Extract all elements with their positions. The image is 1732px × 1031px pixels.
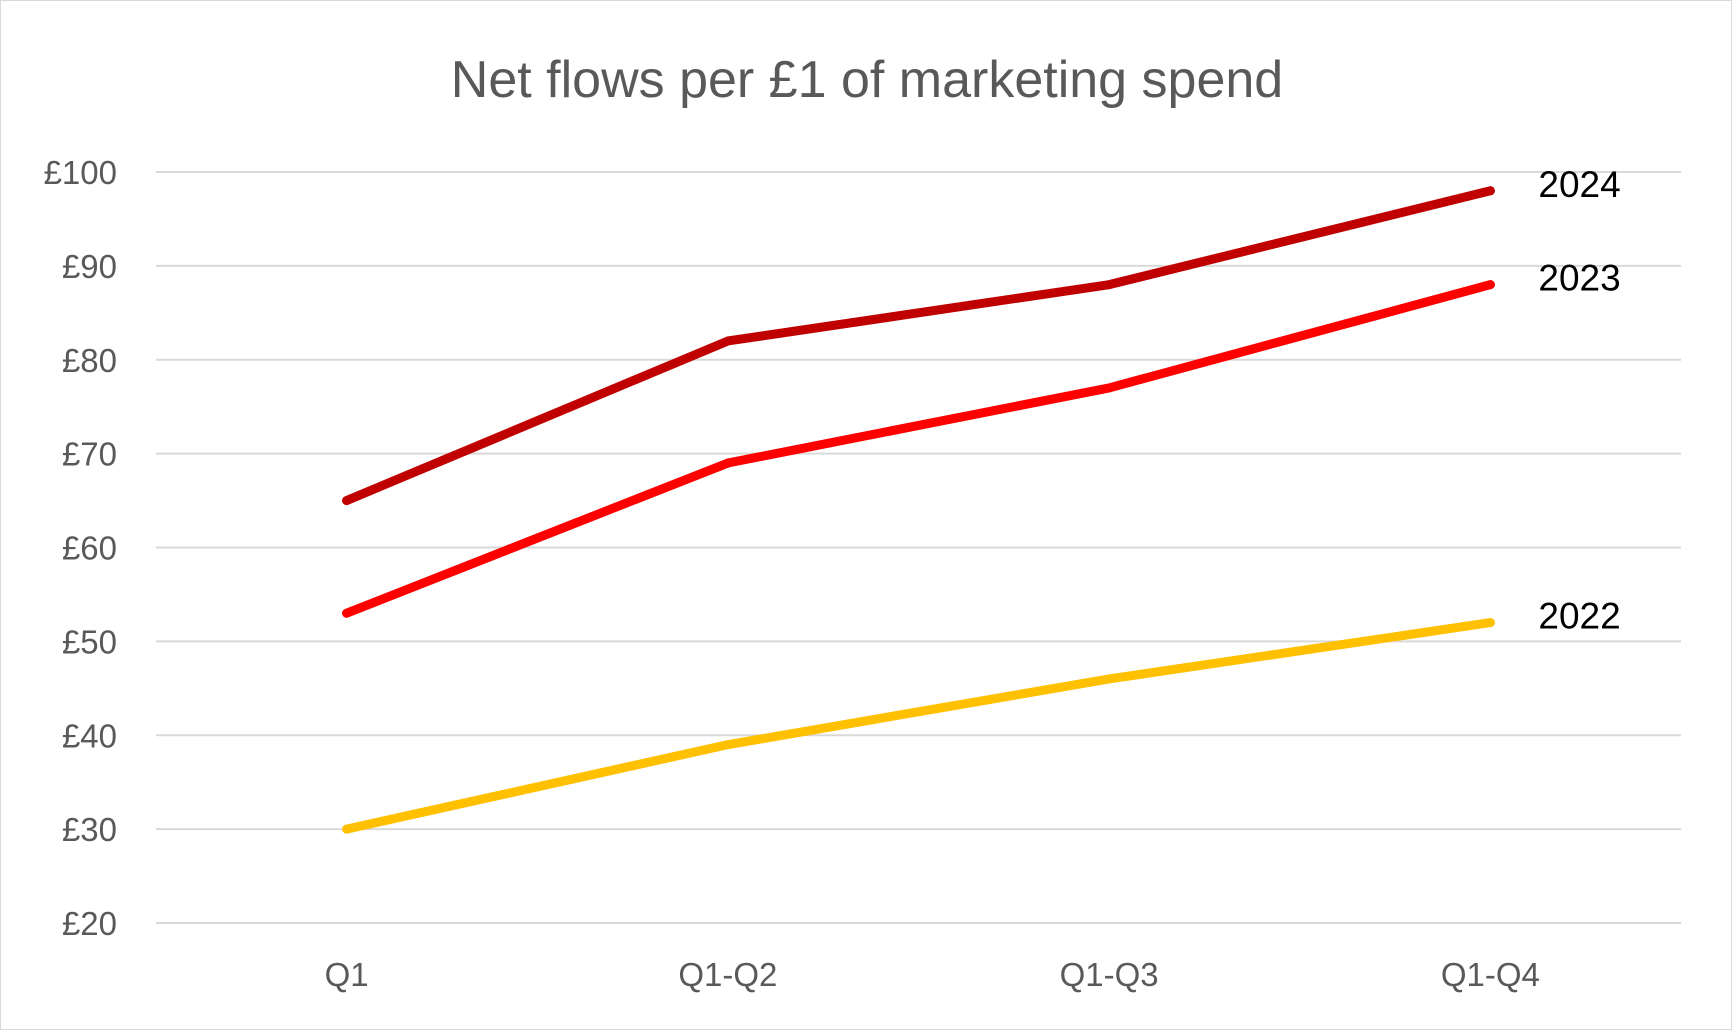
data-point	[1485, 186, 1495, 196]
y-tick-label: £90	[62, 248, 117, 285]
series-line-2024	[342, 186, 1495, 506]
data-point	[1104, 383, 1114, 393]
x-axis-tick-labels: Q1 Q1-Q2 Q1-Q3 Q1-Q4	[325, 956, 1540, 993]
series-lines	[342, 186, 1495, 834]
data-point	[342, 496, 352, 506]
series-line-2023	[342, 280, 1495, 618]
data-point	[342, 824, 352, 834]
series-labels: 2024 2023 2022	[1538, 164, 1620, 637]
data-point	[1104, 280, 1114, 290]
data-point	[1485, 280, 1495, 290]
y-axis-tick-labels: £20 £30 £40 £50 £60 £70 £80 £90 £100	[44, 154, 117, 942]
y-tick-label: £70	[62, 436, 117, 473]
gridlines	[156, 171, 1681, 924]
y-tick-label: £60	[62, 530, 117, 567]
x-tick-label: Q1	[325, 956, 369, 993]
x-tick-label: Q1-Q3	[1060, 956, 1159, 993]
data-point	[1485, 618, 1495, 628]
y-tick-label: £80	[62, 342, 117, 379]
data-point	[342, 608, 352, 618]
data-point	[1104, 674, 1114, 684]
data-point	[723, 740, 733, 750]
x-tick-label: Q1-Q2	[678, 956, 777, 993]
y-tick-label: £40	[62, 717, 117, 754]
chart-title: Net flows per £1 of marketing spend	[451, 51, 1283, 109]
data-point	[723, 336, 733, 346]
series-label-2022: 2022	[1538, 596, 1620, 637]
series-label-2024: 2024	[1538, 164, 1620, 205]
x-tick-label: Q1-Q4	[1441, 956, 1540, 993]
y-tick-label: £20	[62, 905, 117, 942]
series-line-2022	[342, 618, 1495, 834]
series-label-2023: 2023	[1538, 258, 1620, 299]
y-tick-label: £30	[62, 811, 117, 848]
y-tick-label: £50	[62, 623, 117, 660]
data-point	[723, 458, 733, 468]
y-tick-label: £100	[44, 154, 117, 191]
